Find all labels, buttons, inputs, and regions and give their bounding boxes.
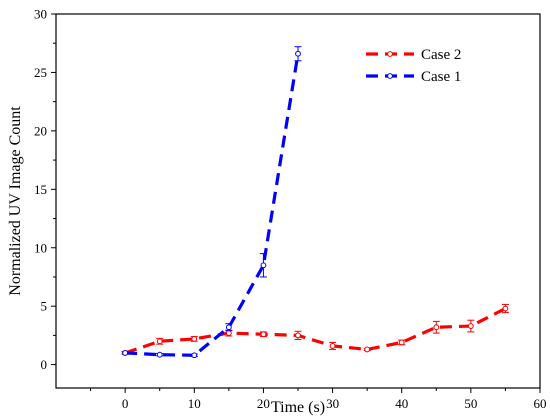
y-tick-label: 5 (41, 299, 48, 314)
x-tick-label: 0 (122, 396, 129, 411)
legend-label: Case 2 (421, 47, 461, 63)
y-axis-title: Normalized UV Image Count (7, 106, 24, 296)
y-tick-label: 25 (34, 65, 47, 80)
data-point (295, 332, 301, 339)
y-tick-label: 20 (34, 123, 47, 138)
data-point (364, 346, 371, 353)
x-tick-label: 40 (395, 396, 408, 411)
data-point (225, 330, 232, 336)
data-point (467, 323, 474, 329)
data-point (433, 324, 440, 331)
legend-label: Case 1 (421, 69, 461, 85)
series-case-1 (121, 46, 302, 359)
y-tick-label: 15 (34, 182, 47, 197)
data-point (225, 324, 232, 331)
x-tick-label: 10 (188, 396, 201, 411)
series-layer (121, 46, 509, 359)
x-tick-label: 30 (326, 396, 339, 411)
data-point (191, 352, 198, 359)
legend-marker (387, 73, 393, 79)
data-point (502, 305, 509, 312)
data-point (156, 351, 163, 358)
data-point (156, 338, 163, 345)
data-point (329, 343, 336, 349)
x-tick-label: 60 (534, 396, 547, 411)
y-tick-label: 0 (41, 357, 48, 372)
data-point (191, 336, 198, 342)
data-point (122, 350, 129, 356)
legend-item: Case 2 (366, 47, 461, 63)
legend: Case 2 Case 1 (366, 47, 461, 85)
data-point (398, 339, 405, 346)
series-case-2 (121, 303, 509, 356)
y-tick-label: 30 (34, 7, 47, 22)
series-line (125, 53, 300, 357)
data-point (295, 50, 301, 57)
y-tick-label: 10 (34, 240, 47, 255)
series-line (124, 307, 507, 355)
x-axis-title: Time (s) (271, 399, 325, 416)
data-point (260, 331, 267, 338)
x-tick-label: 50 (464, 396, 477, 411)
x-tick-label: 20 (257, 396, 270, 411)
legend-item: Case 1 (366, 69, 461, 85)
data-point (260, 262, 267, 269)
legend-marker (387, 51, 393, 57)
